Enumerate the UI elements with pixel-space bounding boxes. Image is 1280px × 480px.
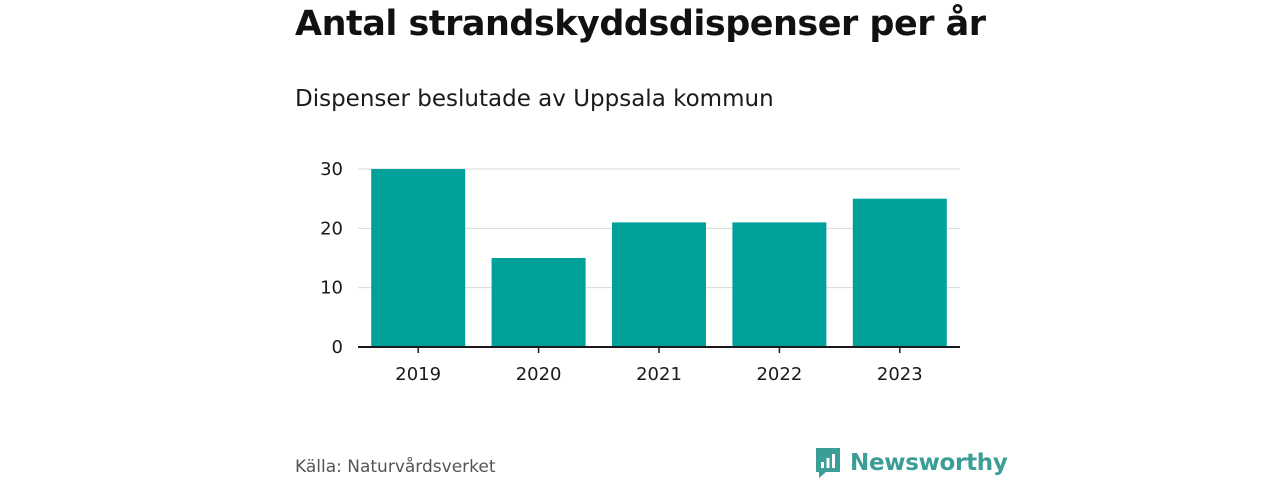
bar-2022 <box>732 222 827 347</box>
x-tick-label: 2023 <box>877 364 923 385</box>
bar-chart: 0 10 20 30 2019 2020 2021 2022 2023 <box>320 159 960 385</box>
x-tick-label: 2020 <box>516 364 562 385</box>
chart-title: Antal strandskyddsdispenser per år <box>295 4 986 44</box>
bar-2020 <box>491 258 586 347</box>
y-tick-label: 30 <box>320 159 343 180</box>
x-tick-label: 2019 <box>395 364 441 385</box>
axes: 0 10 20 30 2019 2020 2021 2022 2023 <box>320 159 960 385</box>
brand-name: Newsworthy <box>850 450 1008 476</box>
newsworthy-logo-icon <box>816 448 840 478</box>
source-credit: Källa: Naturvårdsverket <box>295 457 496 477</box>
y-tick-label: 20 <box>320 218 343 239</box>
y-tick-label: 10 <box>320 278 343 299</box>
x-tick-label: 2021 <box>636 364 682 385</box>
bar-2023 <box>852 198 947 347</box>
bar-2021 <box>612 222 706 347</box>
chart-subtitle: Dispenser beslutade av Uppsala kommun <box>295 86 774 112</box>
y-tick-label: 0 <box>332 337 343 358</box>
bars <box>371 169 947 347</box>
x-tick-label: 2022 <box>756 364 802 385</box>
brand-logo: Newsworthy <box>814 446 1008 480</box>
bar-2019 <box>371 169 466 347</box>
